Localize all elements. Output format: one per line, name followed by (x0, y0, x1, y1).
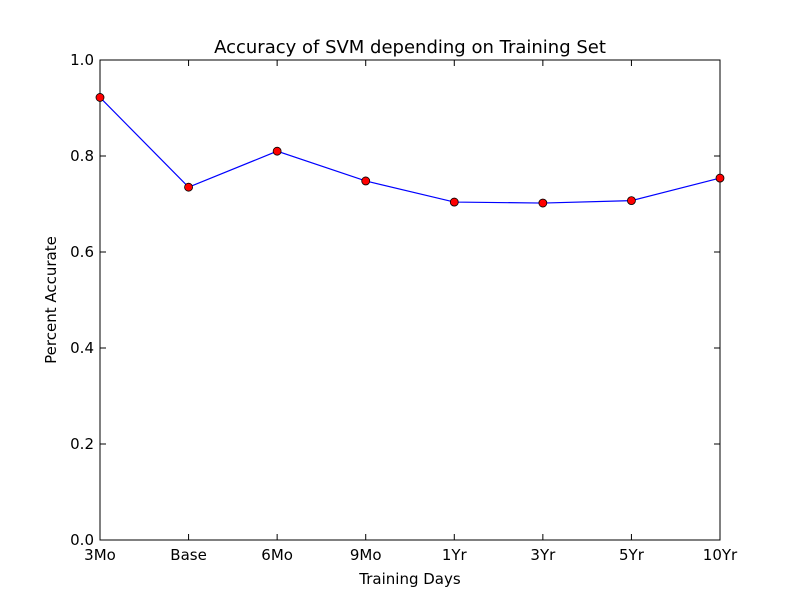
y-axis-label: Percent Accurate (42, 236, 60, 364)
data-point (449, 197, 459, 207)
x-tick-label: 6Mo (261, 546, 293, 564)
series-line (99, 97, 721, 204)
data-point (361, 176, 371, 186)
y-tick-label: 0.6 (70, 243, 94, 261)
data-point (184, 182, 193, 192)
y-tick-label: 1.0 (70, 51, 94, 69)
x-tick-label: 10Yr (703, 546, 738, 564)
x-tick-label: 9Mo (350, 546, 382, 564)
data-point (538, 198, 548, 208)
plot-frame (99, 59, 721, 541)
data-point (627, 196, 636, 206)
x-tick-label: 3Yr (530, 546, 556, 564)
chart-title: Accuracy of SVM depending on Training Se… (214, 37, 606, 58)
y-tick-label: 0.4 (70, 339, 94, 357)
x-tick-label: Base (170, 546, 207, 564)
plot-area: 0.0 0.2 0.4 0.6 0.8 1.0 3Mo Base 6Mo 9Mo 1Yr 3Yr 5Y… (70, 51, 738, 564)
x-tick-label: 5Yr (619, 546, 645, 564)
y-tick-label: 0.8 (70, 147, 94, 165)
data-point (272, 146, 282, 156)
series-markers (95, 93, 725, 208)
y-tick-label: 0.2 (70, 435, 94, 453)
x-tick-label: 3Mo (84, 546, 116, 564)
x-axis-ticks: 3Mo Base 6Mo 9Mo 1Yr 3Yr 5Yr 10Yr (84, 60, 738, 564)
y-axis-ticks: 0.0 0.2 0.4 0.6 0.8 1.0 (70, 51, 720, 549)
data-point (715, 173, 725, 183)
x-tick-label: 1Yr (442, 546, 468, 564)
x-axis-label: Training Days (358, 570, 461, 588)
data-point (95, 93, 105, 102)
y-tick-label: 0.0 (70, 531, 94, 549)
